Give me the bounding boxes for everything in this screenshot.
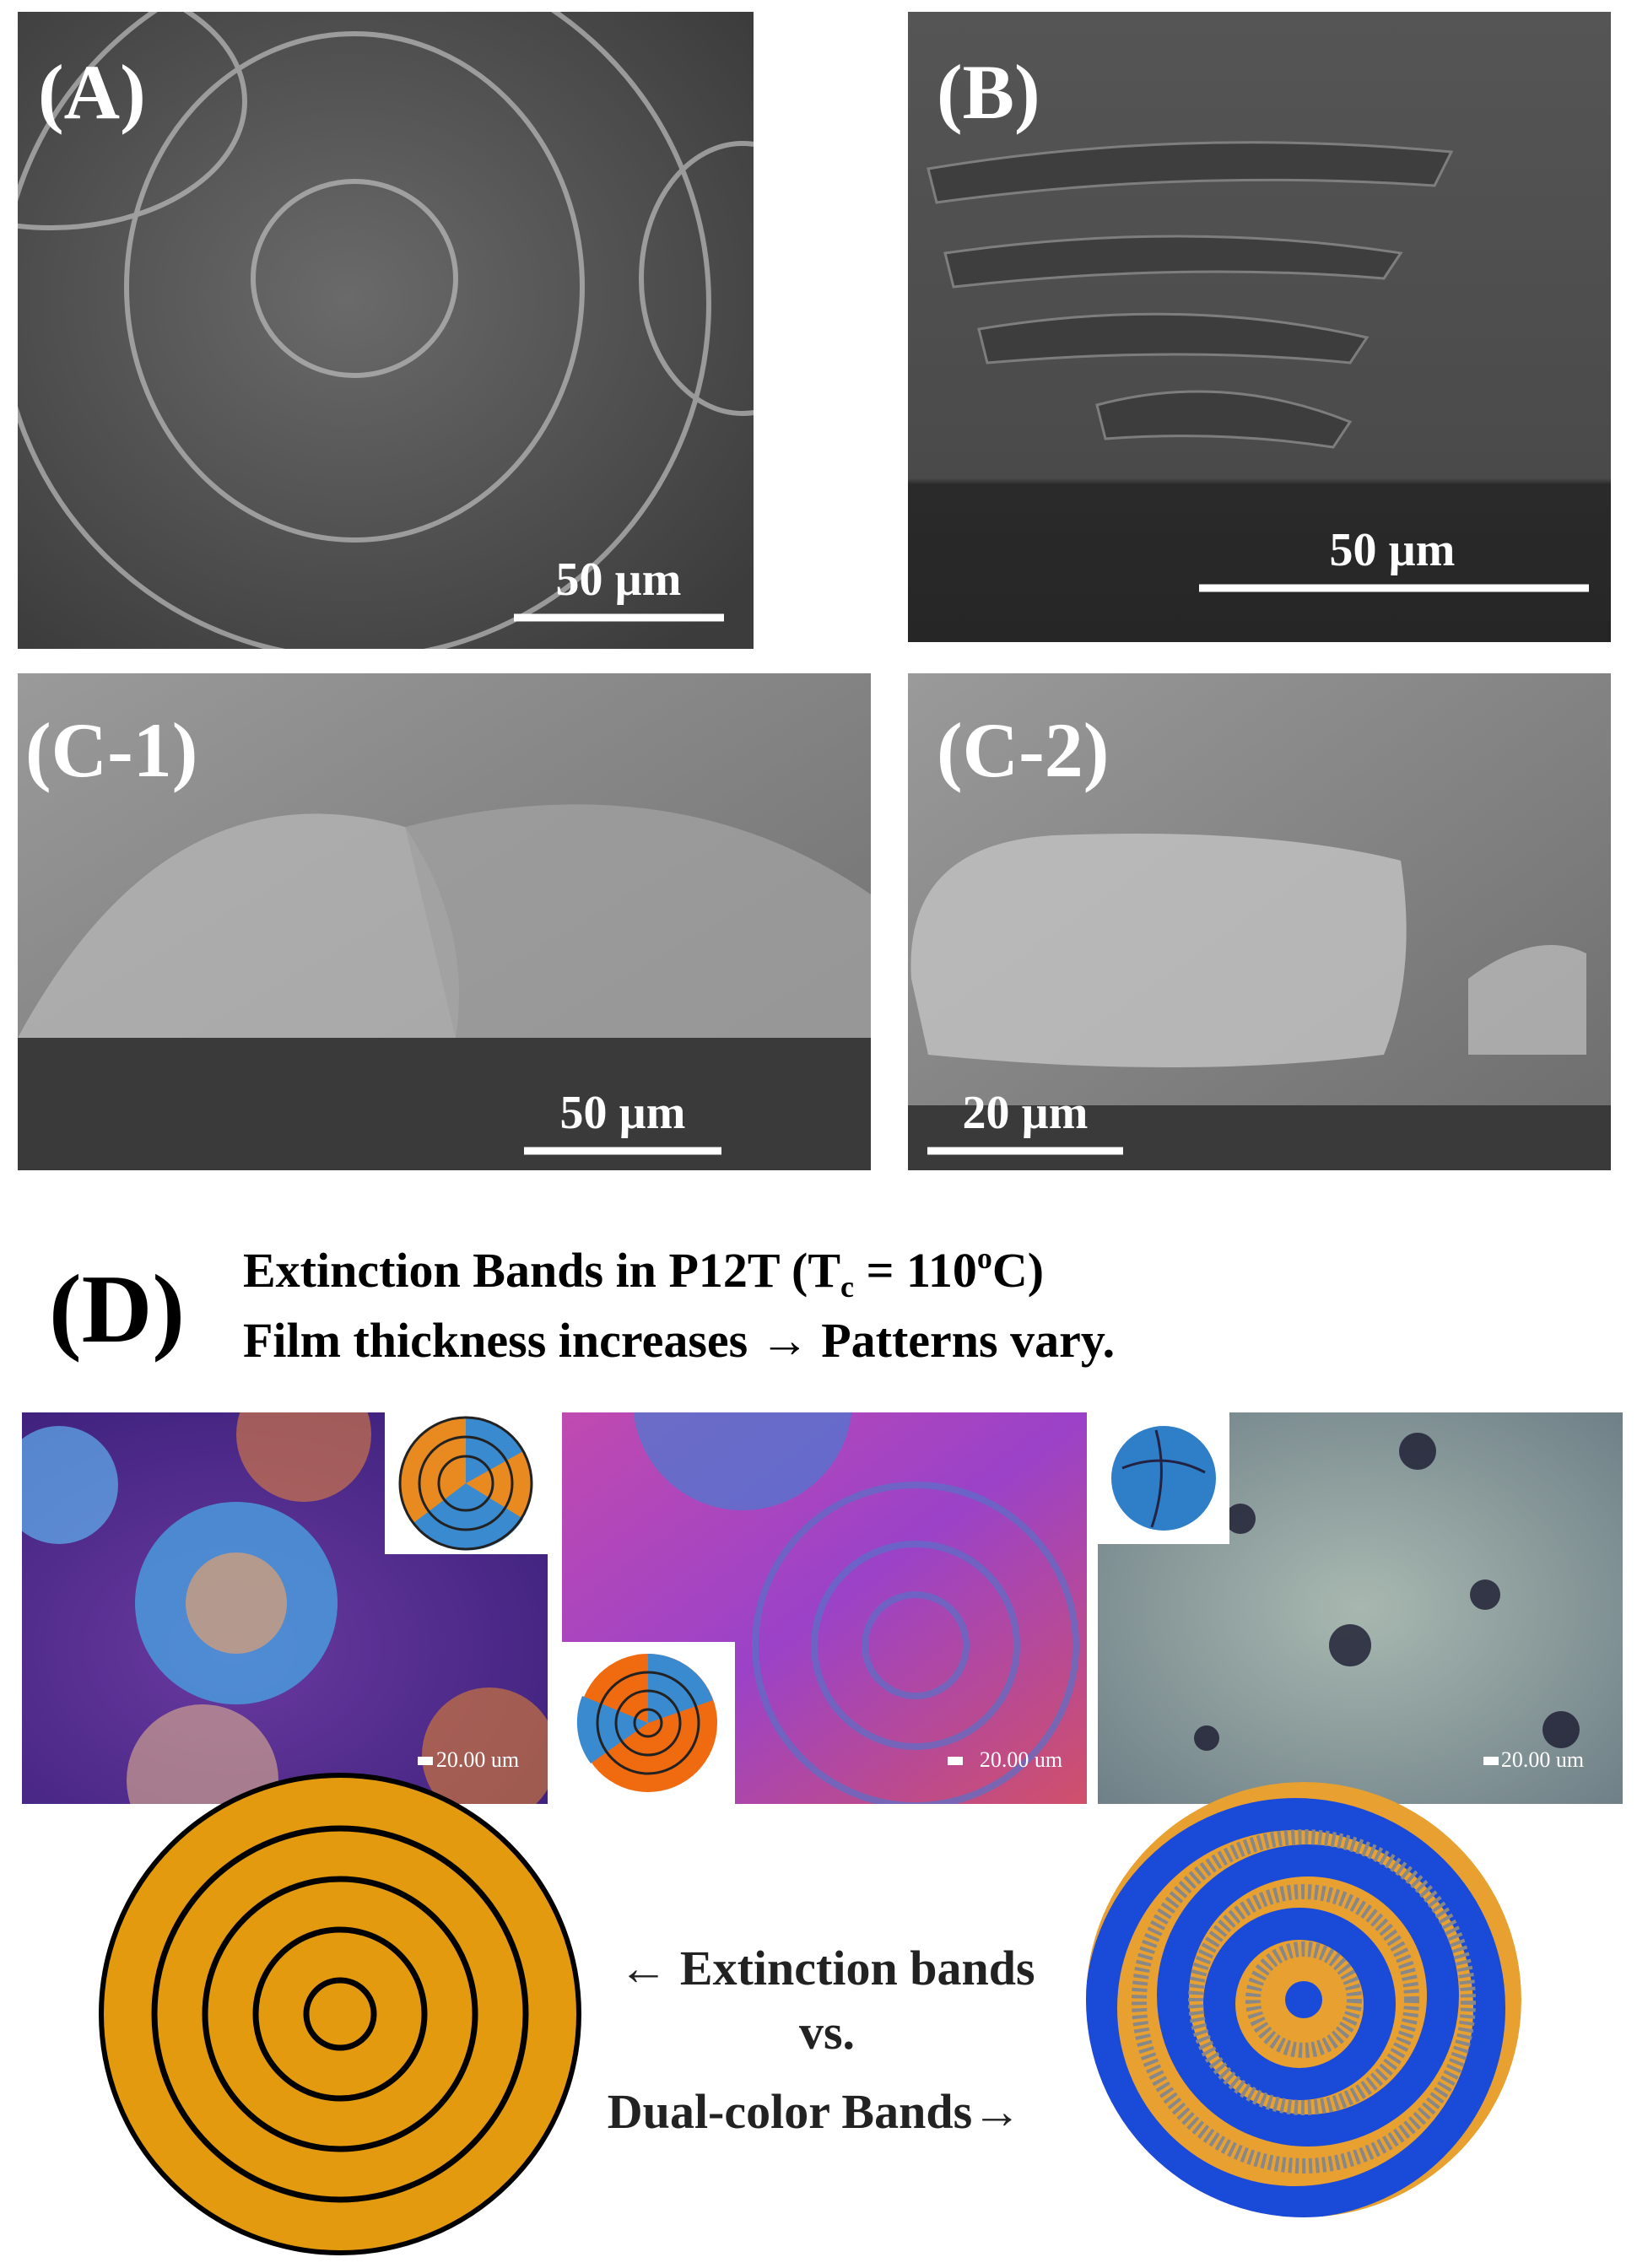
- panel-label: (A): [38, 49, 146, 135]
- title-part: Extinction Bands in P12T (T: [243, 1243, 840, 1298]
- scale-label: 50 µm: [560, 1087, 686, 1139]
- dual-color-band-schematic: [1086, 1782, 1521, 2217]
- panel-label: (C-1): [25, 707, 197, 793]
- pom-image-2: [562, 1412, 1087, 1804]
- scale-label: 20.00 um: [1501, 1747, 1584, 1772]
- legend-text: vs.: [799, 2005, 855, 2060]
- scale-label: 20.00 um: [980, 1747, 1062, 1772]
- scale-label: 20.00 um: [436, 1747, 519, 1772]
- title-line: Film thickness increases → Patterns vary…: [243, 1313, 1115, 1368]
- panel-label: (B): [937, 49, 1040, 135]
- scale-label: 20 µm: [963, 1087, 1089, 1139]
- scale-label: 50 µm: [556, 554, 682, 606]
- sem-image-c2: [908, 673, 1611, 1170]
- extinction-band-schematic: [99, 1773, 581, 2255]
- legend-text: ← Extinction bands: [619, 1941, 1035, 1995]
- panel-label: (C-2): [937, 707, 1109, 793]
- panel-label: (D): [49, 1256, 185, 1364]
- subscript: c: [840, 1270, 854, 1304]
- sem-image-a: [18, 12, 754, 649]
- title-part: C): [992, 1243, 1044, 1298]
- scale-label: 50 µm: [1330, 524, 1456, 576]
- title-part: = 110: [854, 1243, 977, 1298]
- superscript: o: [977, 1241, 992, 1275]
- sem-image-b: [908, 12, 1611, 642]
- sem-image-c1: [18, 673, 871, 1170]
- title-line: Extinction Bands in P12T (Tc = 110oC): [243, 1241, 1044, 1304]
- legend-text: Dual-color Bands→: [608, 2084, 1021, 2139]
- pom-image-3: [1098, 1412, 1623, 1804]
- pom-image-1: [22, 1412, 548, 1804]
